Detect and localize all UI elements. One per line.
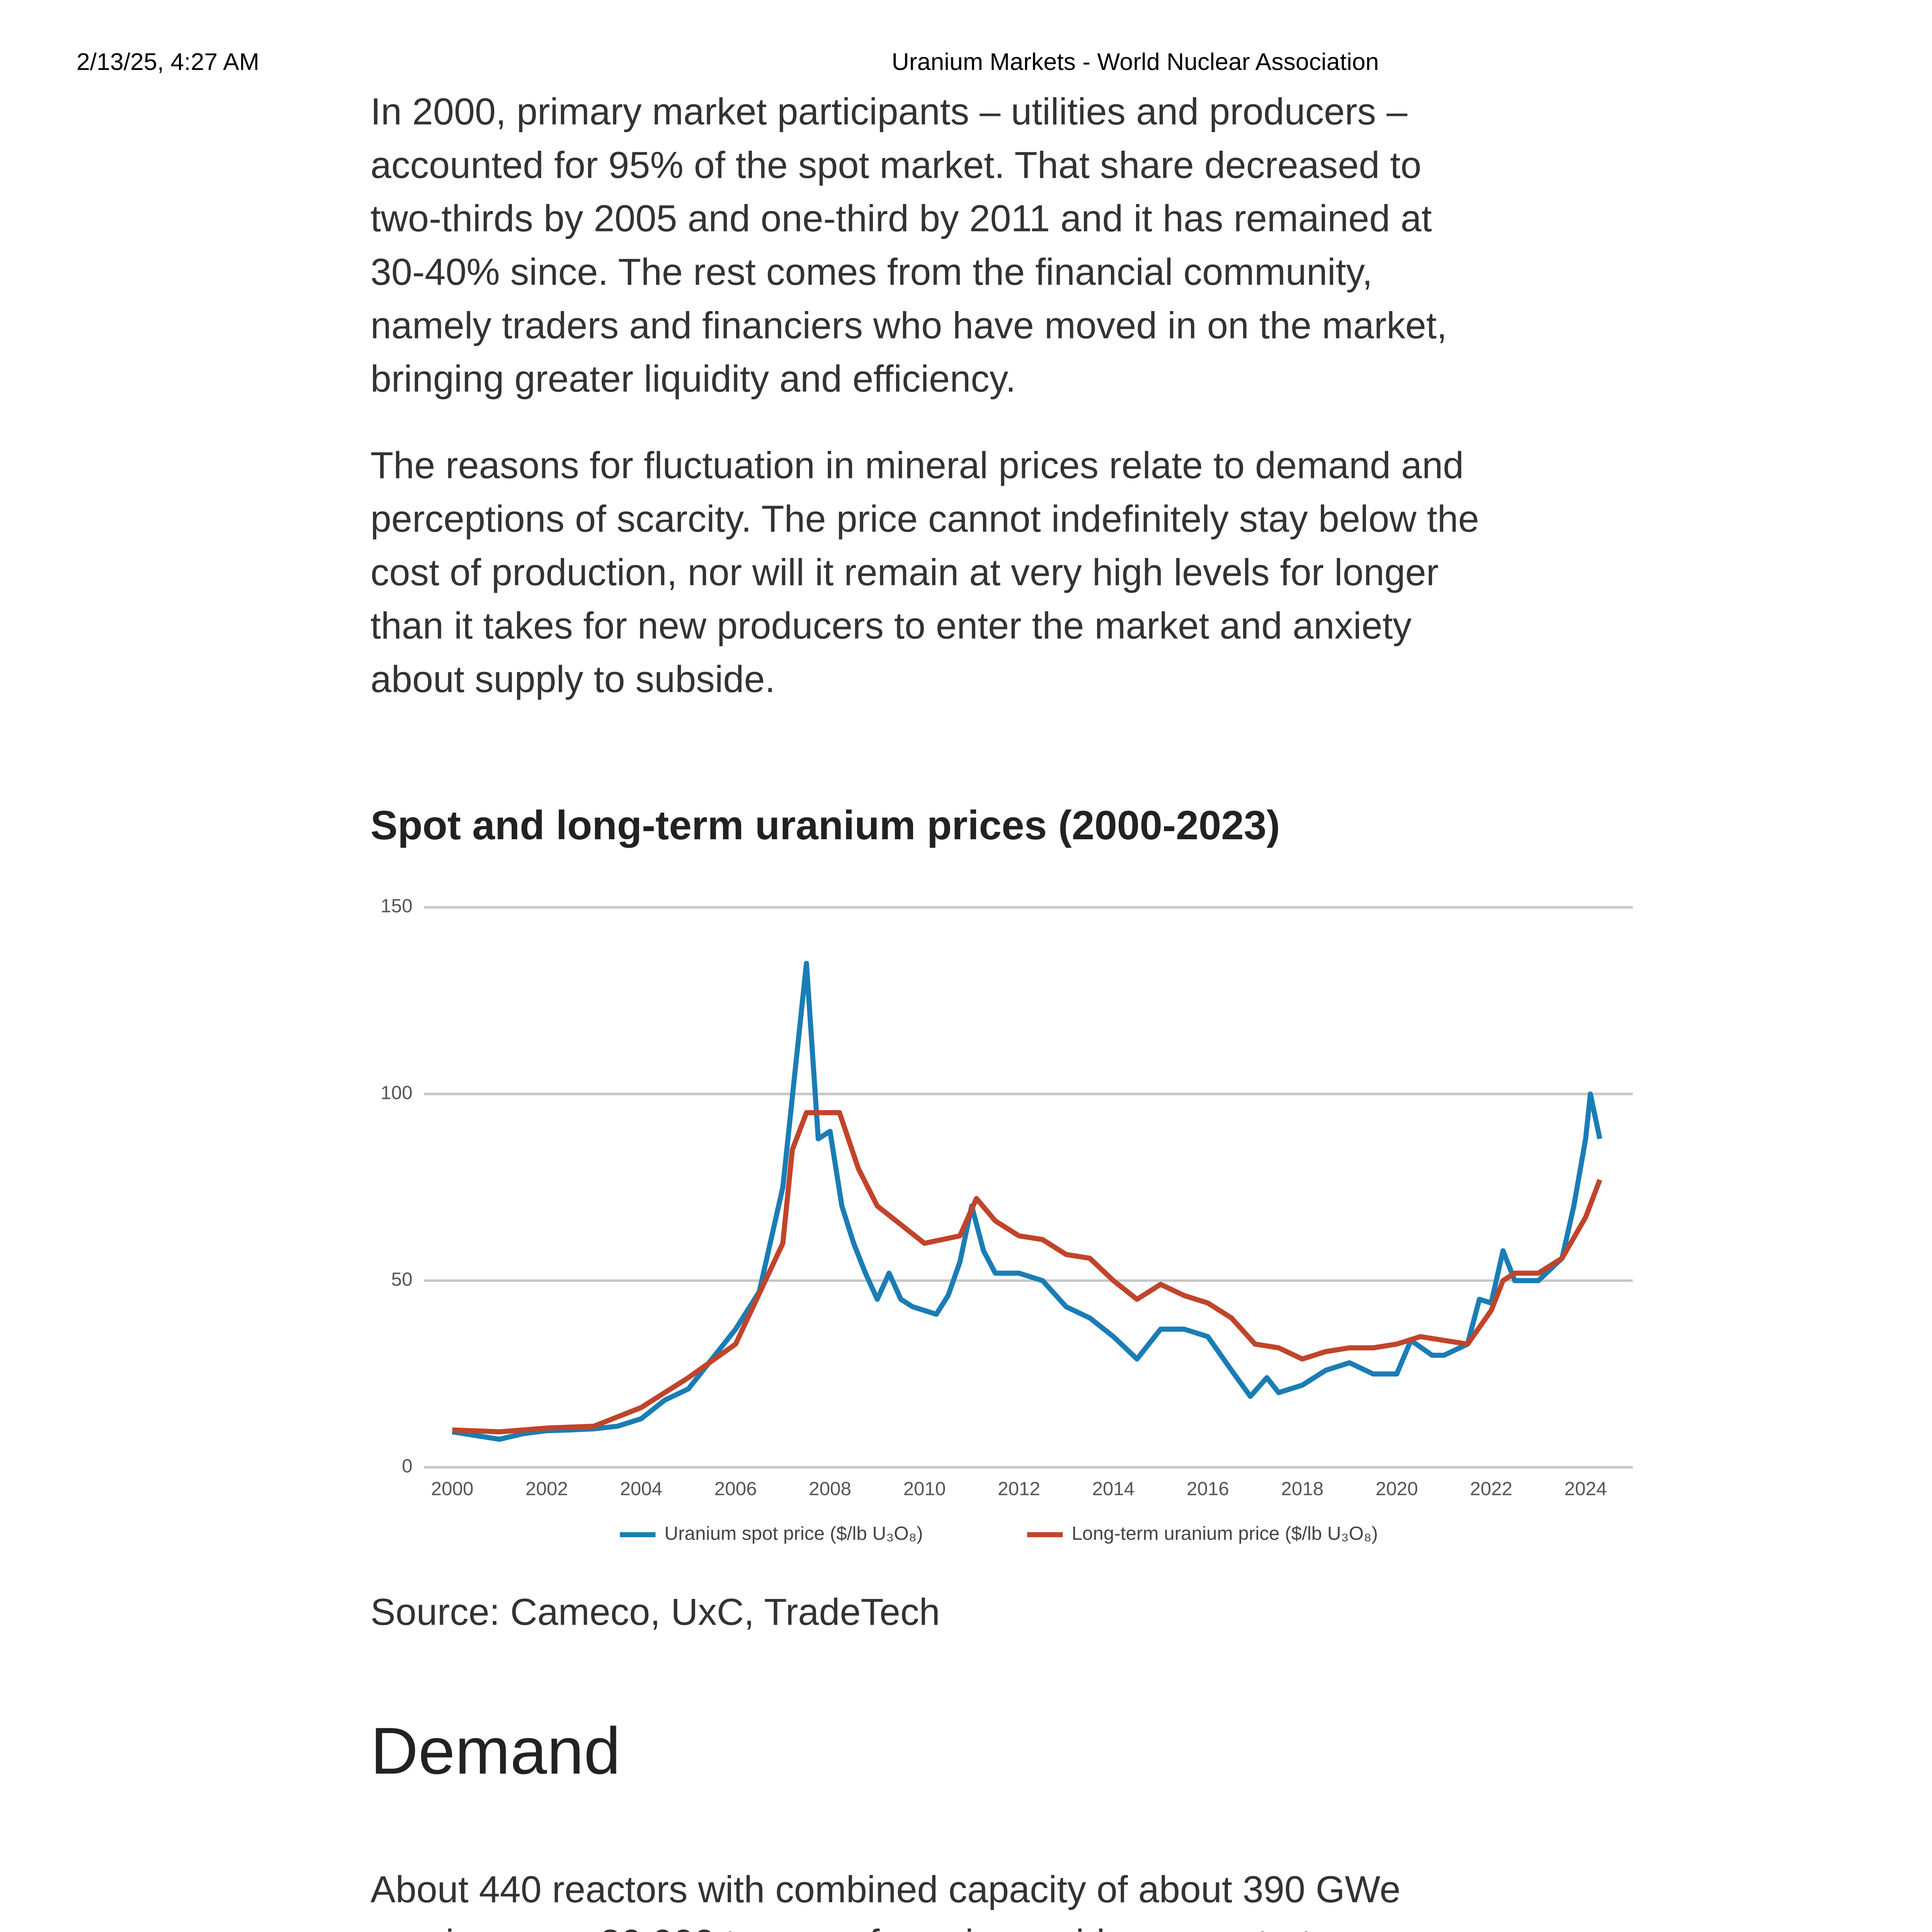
y-tick-label: 150 bbox=[381, 895, 412, 917]
paragraph-line: bringing greater liquidity and efficienc… bbox=[371, 358, 1016, 400]
x-tick-label: 2012 bbox=[998, 1478, 1040, 1500]
page-title: Uranium Markets - World Nuclear Associat… bbox=[892, 48, 1379, 75]
x-tick-label: 2006 bbox=[714, 1478, 757, 1500]
x-tick-label: 2008 bbox=[809, 1478, 851, 1500]
chart-title: Spot and long-term uranium prices (2000-… bbox=[371, 803, 1280, 848]
x-tick-label: 2000 bbox=[431, 1478, 474, 1500]
paragraph-line: In 2000, primary market participants – u… bbox=[371, 90, 1407, 133]
data-line bbox=[452, 961, 1602, 1442]
paragraph-line: accounted for 95% of the spot market. Th… bbox=[371, 144, 1422, 186]
x-tick-label: 2020 bbox=[1376, 1478, 1418, 1500]
x-tick-label: 2014 bbox=[1092, 1478, 1135, 1500]
x-tick-label: 2022 bbox=[1470, 1478, 1512, 1500]
paragraph-line: require some 80,000 tonnes of uranium ox… bbox=[371, 1922, 1332, 1932]
x-tick-label: 2024 bbox=[1565, 1478, 1607, 1500]
x-tick-label: 2010 bbox=[903, 1478, 946, 1500]
paragraph-line: The reasons for fluctuation in mineral p… bbox=[371, 444, 1464, 486]
paragraph-line: than it takes for new producers to enter… bbox=[371, 605, 1412, 647]
paragraph-line: perceptions of scarcity. The price canno… bbox=[371, 498, 1479, 540]
paragraph-line: About 440 reactors with combined capacit… bbox=[371, 1868, 1401, 1910]
y-tick-label: 100 bbox=[381, 1082, 412, 1103]
x-tick-label: 2002 bbox=[526, 1478, 568, 1500]
data-line bbox=[452, 1110, 1602, 1435]
y-tick-label: 50 bbox=[391, 1269, 413, 1290]
source: Source: Cameco, UxC, TradeTech bbox=[371, 1591, 940, 1633]
paragraph-line: 30-40% since. The rest comes from the fi… bbox=[371, 251, 1372, 293]
legend-label: Long-term uranium price ($/lb U₃O₈) bbox=[1071, 1523, 1378, 1544]
print-date: 2/13/25, 4:27 AM bbox=[77, 48, 259, 75]
paragraph-line: namely traders and financiers who have m… bbox=[371, 304, 1447, 346]
heading: Demand bbox=[371, 1714, 621, 1788]
x-tick-label: 2016 bbox=[1187, 1478, 1229, 1500]
x-tick-label: 2004 bbox=[620, 1478, 662, 1500]
paragraph-line: cost of production, nor will it remain a… bbox=[371, 551, 1439, 593]
paragraph-line: two-thirds by 2005 and one-third by 2011… bbox=[371, 197, 1432, 240]
y-tick-label: 0 bbox=[402, 1455, 412, 1476]
x-tick-label: 2018 bbox=[1281, 1478, 1323, 1500]
legend-label: Uranium spot price ($/lb U₃O₈) bbox=[665, 1523, 923, 1544]
paragraph-line: about supply to subside. bbox=[371, 658, 776, 700]
